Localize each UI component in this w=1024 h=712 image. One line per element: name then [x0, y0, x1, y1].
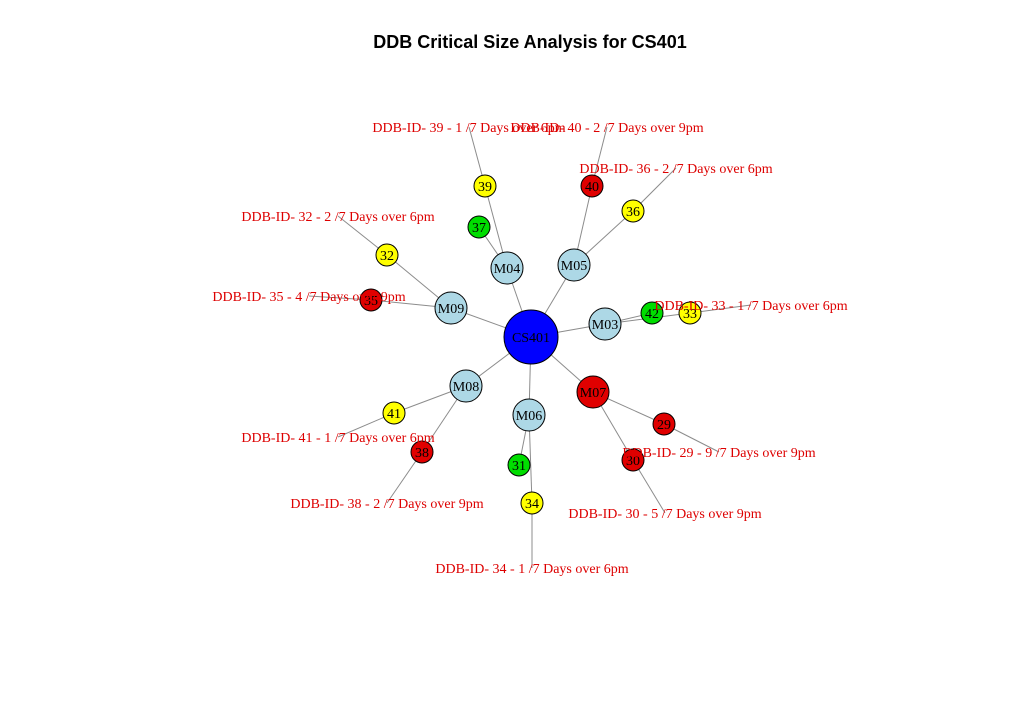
- node-label-34: 34: [525, 497, 539, 512]
- node-29: 29: [652, 412, 676, 436]
- node-M05: M05: [557, 248, 591, 282]
- node-label-29: 29: [657, 418, 671, 433]
- node-circle-32: [375, 243, 399, 267]
- node-label-M04: M04: [494, 262, 520, 277]
- node-label-M03: M03: [592, 318, 618, 333]
- ddb-label-29: DDB-ID- 29 - 9 /7 Days over 9pm: [622, 446, 815, 461]
- node-circle-35: [359, 288, 383, 312]
- node-30: 30: [621, 448, 645, 472]
- node-M03: M03: [588, 307, 622, 341]
- ddb-label-36: DDB-ID- 36 - 2 /7 Days over 6pm: [579, 162, 772, 177]
- nodes-layer: CS401 M03 M04 M05 M06 M07 M08 M09 29 30 31 32 33 34 35…: [359, 174, 702, 515]
- node-circle-M07: [576, 375, 610, 409]
- node-circle-29: [652, 412, 676, 436]
- node-circle-M06: [512, 398, 546, 432]
- node-40: 40: [580, 174, 604, 198]
- node-M07: M07: [576, 375, 610, 409]
- node-34: 34: [520, 491, 544, 515]
- ddb-label-30: DDB-ID- 30 - 5 /7 Days over 9pm: [568, 507, 761, 522]
- node-circle-M09: [434, 291, 468, 325]
- node-circle-34: [520, 491, 544, 515]
- node-36: 36: [621, 199, 645, 223]
- node-label-31: 31: [512, 459, 526, 474]
- node-circle-M05: [557, 248, 591, 282]
- ddb-label-40: DDB-ID- 40 - 2 /7 Days over 9pm: [510, 121, 703, 136]
- node-circle-37: [467, 215, 491, 239]
- node-M06: M06: [512, 398, 546, 432]
- ddb-label-32: DDB-ID- 32 - 2 /7 Days over 6pm: [241, 210, 434, 225]
- node-circle-42: [640, 301, 664, 325]
- node-circle-M03: [588, 307, 622, 341]
- node-39: 39: [473, 174, 497, 198]
- node-41: 41: [382, 401, 406, 425]
- node-circle-M04: [490, 251, 524, 285]
- node-M04: M04: [490, 251, 524, 285]
- node-circle-38: [410, 440, 434, 464]
- node-label-30: 30: [626, 454, 640, 469]
- node-label-41: 41: [387, 407, 401, 422]
- node-circle-41: [382, 401, 406, 425]
- node-label-32: 32: [380, 249, 394, 264]
- node-38: 38: [410, 440, 434, 464]
- node-label-37: 37: [472, 221, 486, 236]
- node-circle-31: [507, 453, 531, 477]
- node-32: 32: [375, 243, 399, 267]
- node-M09: M09: [434, 291, 468, 325]
- node-label-M09: M09: [438, 302, 464, 317]
- ddb-label-33: DDB-ID- 33 - 1 /7 Days over 6pm: [654, 299, 847, 314]
- node-label-M05: M05: [561, 259, 587, 274]
- node-33: 33: [678, 301, 702, 325]
- node-37: 37: [467, 215, 491, 239]
- node-M08: M08: [449, 369, 483, 403]
- node-label-39: 39: [478, 180, 492, 195]
- node-circle-39: [473, 174, 497, 198]
- node-circle-M08: [449, 369, 483, 403]
- node-label-42: 42: [645, 307, 659, 322]
- node-label-36: 36: [626, 205, 640, 220]
- node-label-40: 40: [585, 180, 599, 195]
- node-circle-30: [621, 448, 645, 472]
- node-35: 35: [359, 288, 383, 312]
- node-circle-36: [621, 199, 645, 223]
- ddb-label-38: DDB-ID- 38 - 2 /7 Days over 9pm: [290, 497, 483, 512]
- node-42: 42: [640, 301, 664, 325]
- ddb-label-41: DDB-ID- 41 - 1 /7 Days over 6pm: [241, 431, 434, 446]
- node-label-33: 33: [683, 307, 697, 322]
- ddb-label-34: DDB-ID- 34 - 1 /7 Days over 6pm: [435, 562, 628, 577]
- node-circle-CS401: [503, 309, 559, 365]
- node-31: 31: [507, 453, 531, 477]
- chart-title: DDB Critical Size Analysis for CS401: [373, 32, 686, 52]
- node-circle-33: [678, 301, 702, 325]
- node-label-35: 35: [364, 294, 378, 309]
- node-label-M08: M08: [453, 380, 479, 395]
- node-CS401: CS401: [503, 309, 559, 365]
- ddb-label-35: DDB-ID- 35 - 4 /7 Days over 9pm: [212, 290, 405, 305]
- ddb-label-39: DDB-ID- 39 - 1 /7 Days over 6pm: [372, 121, 565, 136]
- node-label-M06: M06: [516, 409, 542, 424]
- node-label-38: 38: [415, 446, 429, 461]
- node-label-CS401: CS401: [512, 331, 550, 346]
- node-label-M07: M07: [580, 386, 606, 401]
- node-circle-40: [580, 174, 604, 198]
